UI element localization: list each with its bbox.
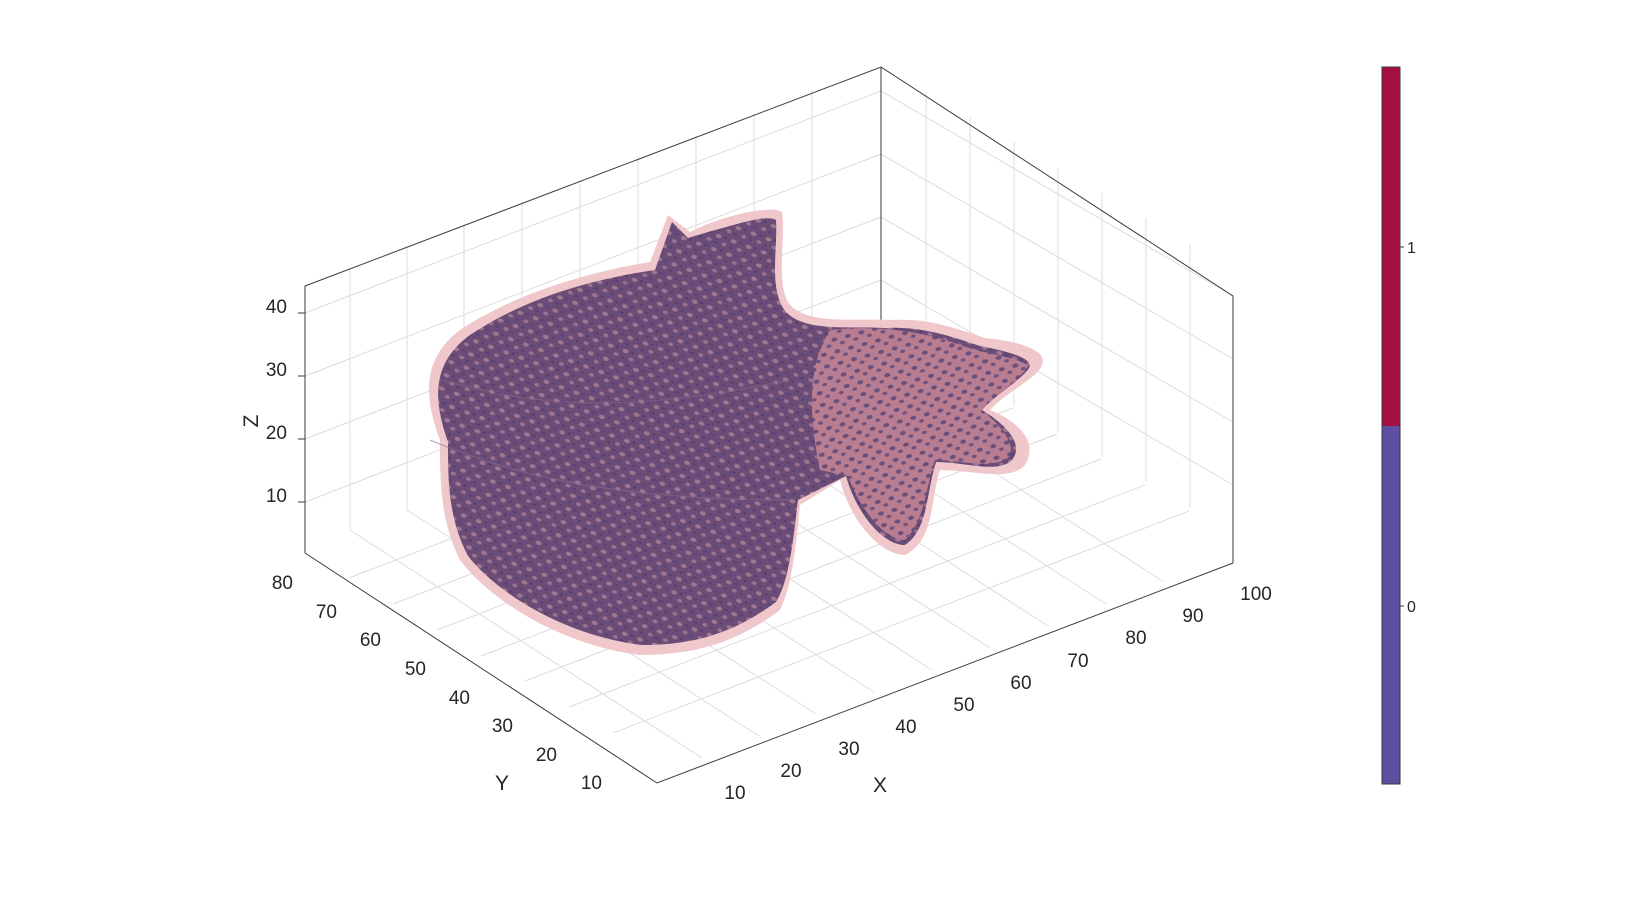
x-tick-label: 10 [724, 783, 745, 804]
colorbar-segment-1 [1382, 67, 1400, 426]
x-tick-label: 100 [1240, 584, 1272, 605]
x-tick-label: 50 [953, 695, 974, 716]
z-tick-label: 20 [266, 423, 287, 444]
colorbar-tick-label: 0 [1407, 599, 1416, 616]
colorbar: 1 0 [1381, 66, 1416, 785]
x-tick-label: 70 [1067, 651, 1088, 672]
y-tick-label: 40 [449, 688, 470, 709]
y-tick-label: 70 [316, 602, 337, 623]
x-tick-label: 20 [780, 761, 801, 782]
z-axis: 10 20 30 40 Z [240, 297, 305, 507]
colorbar-tick-label: 1 [1407, 240, 1416, 257]
z-tick-label: 30 [266, 360, 287, 381]
z-tick-label: 10 [266, 486, 287, 507]
y-tick-label: 30 [492, 716, 513, 737]
x-tick-label: 60 [1010, 673, 1031, 694]
y-axis-label: Y [495, 772, 509, 795]
x-tick-label: 30 [838, 739, 859, 760]
y-tick-label: 20 [536, 745, 557, 766]
y-tick-label: 10 [581, 773, 602, 794]
x-tick-label: 40 [895, 717, 916, 738]
y-axis: 10 20 30 40 50 60 70 80 Y [272, 573, 602, 795]
x-axis: 10 20 30 40 50 60 70 80 90 100 X [724, 584, 1271, 804]
x-tick-label: 90 [1182, 606, 1203, 627]
z-tick-label: 40 [266, 297, 287, 318]
z-axis-label: Z [240, 414, 263, 427]
y-tick-label: 50 [405, 659, 426, 680]
colorbar-segment-0 [1382, 426, 1400, 784]
axis-box [304, 66, 1234, 784]
x-axis-label: X [873, 774, 887, 797]
inner-structure-label-0 [429, 218, 1030, 645]
surface-plot [428, 209, 1044, 655]
y-tick-label: 80 [272, 573, 293, 594]
x-tick-label: 80 [1125, 628, 1146, 649]
y-tick-label: 60 [360, 630, 381, 651]
